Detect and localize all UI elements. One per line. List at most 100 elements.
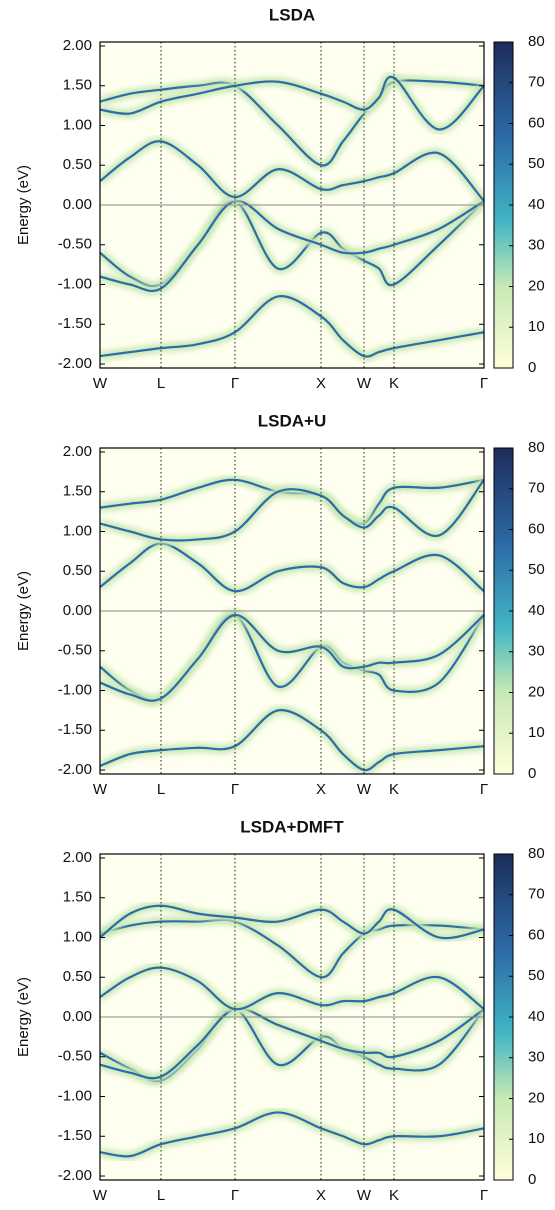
y-tick-label: -2.00 (58, 1167, 92, 1184)
colorbar-tick-label: 10 (528, 318, 545, 335)
colorbar-tick-label: 30 (528, 643, 545, 660)
band-line (100, 918, 484, 979)
plot-frame (99, 41, 485, 369)
colorbar-tick-label: 50 (528, 155, 545, 172)
colorbar-tick-label: 70 (528, 480, 545, 497)
x-tick-label: Γ (480, 375, 488, 392)
band-line (100, 140, 484, 202)
band-line (100, 709, 484, 772)
bands (100, 901, 484, 1161)
y-tick-label: -1.00 (58, 1087, 92, 1104)
colorbar-tick-label: 60 (528, 114, 545, 131)
band-line (100, 1007, 484, 1080)
y-tick-label: 2.00 (63, 849, 92, 866)
colorbar-tick-label: 70 (528, 886, 545, 903)
band-line (100, 75, 484, 131)
x-tick-label: K (389, 1187, 399, 1204)
x-tick-label: W (93, 375, 108, 392)
y-tick-label: -2.00 (58, 355, 92, 372)
colorbar-tick-label: 0 (528, 1171, 536, 1188)
y-tick-label: 0.00 (63, 1008, 92, 1025)
colorbar-tick-label: 20 (528, 683, 545, 700)
x-tick-label: W (357, 375, 372, 392)
plot-frame (99, 853, 485, 1181)
y-tick-label: 1.50 (63, 889, 92, 906)
colorbar-tick-label: 80 (528, 33, 545, 50)
x-tick-label: X (316, 781, 326, 798)
y-tick-label: -1.00 (58, 275, 92, 292)
colorbar-tick-label: 70 (528, 74, 545, 91)
colorbar-tick-label: 50 (528, 967, 545, 984)
y-tick-label: 0.50 (63, 562, 92, 579)
y-tick-label: -0.50 (58, 642, 92, 659)
colorbar-tick-label: 40 (528, 196, 545, 213)
colorbar-tick-label: 0 (528, 359, 536, 376)
x-tick-label: W (93, 781, 108, 798)
chart-title: LSDA (269, 5, 315, 24)
colorbar-tick-label: 30 (528, 1049, 545, 1066)
band-line (100, 1111, 484, 1158)
colorbar-tick-label: 40 (528, 602, 545, 619)
band-line (100, 295, 484, 358)
bands (100, 72, 484, 362)
y-tick-label: 1.50 (63, 483, 92, 500)
y-tick-label: -2.00 (58, 761, 92, 778)
x-tick-label: W (357, 1187, 372, 1204)
y-tick-label: 1.00 (63, 522, 92, 539)
x-tick-label: K (389, 781, 399, 798)
colorbar-tick-label: 10 (528, 724, 545, 741)
colorbar-tick-label: 20 (528, 1089, 545, 1106)
y-tick-label: -0.50 (58, 1048, 92, 1065)
y-tick-label: 1.00 (63, 116, 92, 133)
y-tick-label: 2.00 (63, 443, 92, 460)
x-tick-label: L (157, 781, 165, 798)
x-tick-label: L (157, 375, 165, 392)
x-tick-label: W (93, 1187, 108, 1204)
y-axis-label: Energy (eV) (15, 571, 32, 651)
x-tick-label: Γ (231, 1187, 239, 1204)
plot-frame (99, 447, 485, 775)
x-tick-label: Γ (480, 1187, 488, 1204)
bands (100, 475, 484, 774)
x-tick-label: Γ (480, 781, 488, 798)
colorbar-tick-label: 0 (528, 765, 536, 782)
y-tick-label: 0.50 (63, 968, 92, 985)
chart-title: LSDA+U (258, 411, 326, 430)
y-tick-label: -0.50 (58, 236, 92, 253)
x-tick-label: Γ (231, 781, 239, 798)
colorbar-tick-label: 60 (528, 926, 545, 943)
y-tick-label: 0.00 (63, 196, 92, 213)
band-line (100, 904, 484, 940)
x-tick-label: L (157, 1187, 165, 1204)
y-axis-label: Energy (eV) (15, 977, 32, 1057)
y-tick-label: 1.50 (63, 77, 92, 94)
band-line (100, 613, 484, 702)
y-tick-label: 0.00 (63, 602, 92, 619)
y-tick-label: 0.50 (63, 156, 92, 173)
y-axis-label: Energy (eV) (15, 165, 32, 245)
colorbar-tick-label: 60 (528, 520, 545, 537)
colorbar-tick-label: 40 (528, 1008, 545, 1025)
band-line (100, 479, 484, 542)
colorbar-tick-label: 20 (528, 277, 545, 294)
x-tick-label: K (389, 375, 399, 392)
x-tick-label: Γ (231, 375, 239, 392)
chart-title: LSDA+DMFT (240, 817, 344, 836)
y-tick-label: -1.50 (58, 1127, 92, 1144)
x-tick-label: W (357, 781, 372, 798)
y-tick-label: 2.00 (63, 37, 92, 54)
colorbar-tick-label: 10 (528, 1130, 545, 1147)
x-tick-label: X (316, 375, 326, 392)
y-tick-label: -1.50 (58, 721, 92, 738)
colorbar-tick-label: 80 (528, 845, 545, 862)
band-line (100, 199, 484, 293)
colorbar-tick-label: 50 (528, 561, 545, 578)
y-tick-label: -1.00 (58, 681, 92, 698)
colorbar-tick-label: 80 (528, 439, 545, 456)
x-tick-label: X (316, 1187, 326, 1204)
y-tick-label: -1.50 (58, 315, 92, 332)
y-tick-label: 1.00 (63, 928, 92, 945)
band-line (100, 966, 484, 1011)
colorbar-tick-label: 30 (528, 237, 545, 254)
